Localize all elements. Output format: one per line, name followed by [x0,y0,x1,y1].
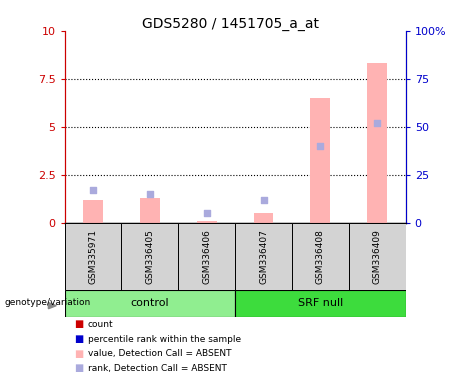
Bar [197,221,217,223]
Text: ■: ■ [74,319,83,329]
Text: rank, Detection Call = ABSENT: rank, Detection Call = ABSENT [88,364,226,373]
Text: value, Detection Call = ABSENT: value, Detection Call = ABSENT [88,349,231,358]
Bar [121,223,178,290]
Bar [235,290,406,317]
Text: ■: ■ [74,334,83,344]
Point [317,143,324,149]
Text: GDS5280 / 1451705_a_at: GDS5280 / 1451705_a_at [142,17,319,31]
Bar [235,223,292,290]
Text: genotype/variation: genotype/variation [5,298,91,307]
Point [260,197,267,203]
Point [203,210,210,216]
Bar [65,290,235,317]
Text: count: count [88,320,113,329]
Bar [367,63,387,223]
Text: percentile rank within the sample: percentile rank within the sample [88,334,241,344]
Text: GSM335971: GSM335971 [89,229,97,284]
Text: SRF null: SRF null [298,298,343,308]
Bar [140,198,160,223]
Bar [83,200,103,223]
Text: GSM336409: GSM336409 [373,229,382,284]
Point [373,120,381,126]
Polygon shape [48,303,56,309]
Text: GSM336406: GSM336406 [202,229,211,284]
Point [146,191,154,197]
Text: GSM336408: GSM336408 [316,229,325,284]
Bar [310,98,331,223]
Text: GSM336407: GSM336407 [259,229,268,284]
Text: ■: ■ [74,363,83,373]
Bar [65,223,121,290]
Bar [292,223,349,290]
Text: ■: ■ [74,349,83,359]
Text: GSM336405: GSM336405 [145,229,154,284]
Text: control: control [130,298,169,308]
Bar [178,223,235,290]
Bar [254,213,273,223]
Point [89,187,97,193]
Bar [349,223,406,290]
